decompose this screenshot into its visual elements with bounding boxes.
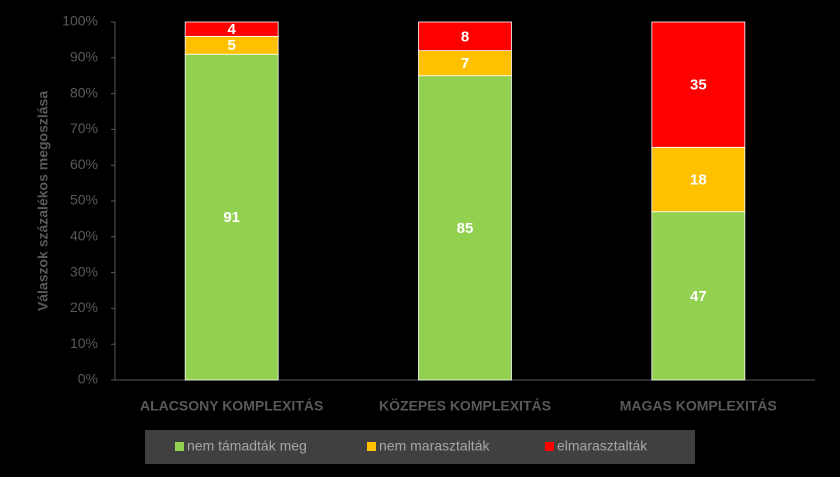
y-tick-label: 50% (70, 192, 98, 208)
x-tick-label: ALACSONY KOMPLEXITÁS (140, 398, 323, 414)
y-tick-label: 0% (78, 371, 98, 387)
bar-segment (418, 21, 512, 52)
legend-swatch (545, 442, 554, 451)
x-tick-label: MAGAS KOMPLEXITÁS (620, 398, 777, 414)
data-label: 7 (461, 55, 469, 72)
legend-label: nem támadták meg (187, 438, 307, 454)
y-tick-label: 10% (70, 335, 98, 351)
bar-segment (184, 21, 279, 37)
legend-label: elmarasztalták (557, 438, 648, 454)
y-tick-label: 90% (70, 49, 98, 65)
x-tick-label: KÖZEPES KOMPLEXITÁS (379, 398, 551, 414)
bar-segment (651, 21, 746, 148)
y-axis-label: Válaszok százalékos megoszlása (35, 91, 51, 311)
legend-swatch (367, 442, 376, 451)
legend-label: nem marasztalták (379, 438, 490, 454)
y-tick-label: 100% (62, 13, 98, 29)
y-tick-label: 70% (70, 120, 98, 136)
bar-segment (651, 211, 746, 381)
data-label: 47 (690, 288, 707, 305)
data-label: 5 (227, 37, 235, 54)
y-tick-label: 30% (70, 263, 98, 279)
data-label: 4 (227, 21, 236, 38)
y-tick-label: 80% (70, 84, 98, 100)
y-tick-label: 20% (70, 299, 98, 315)
data-label: 85 (457, 220, 474, 237)
bar-segment (418, 50, 512, 77)
bar-segment (418, 75, 512, 381)
y-tick-label: 60% (70, 156, 98, 172)
data-label: 35 (690, 77, 707, 94)
legend-swatch (175, 442, 184, 451)
data-label: 91 (223, 209, 240, 226)
y-tick-label: 40% (70, 228, 98, 244)
legend-box (145, 430, 695, 464)
data-label: 8 (461, 28, 469, 45)
data-label: 18 (690, 171, 707, 188)
